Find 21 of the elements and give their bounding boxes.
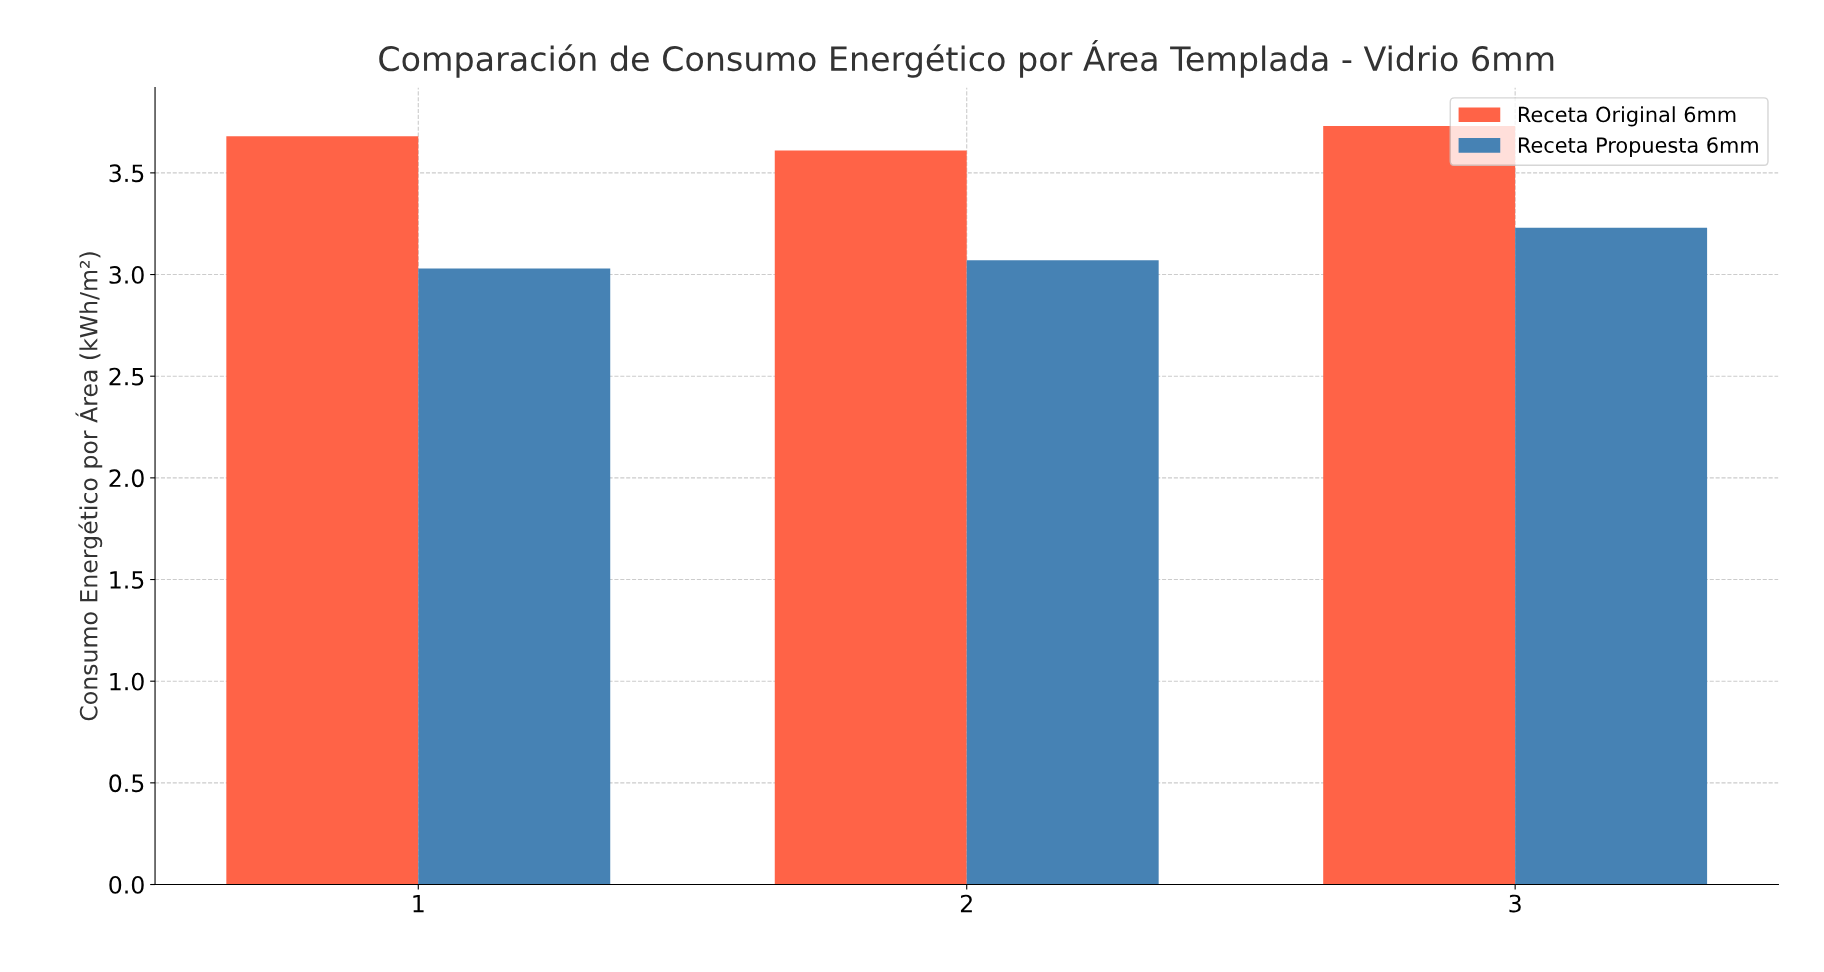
y-tick-label: 1.0 [110, 672, 144, 691]
bar [1515, 227, 1708, 885]
bar [226, 136, 419, 885]
y-tick-label: 1.5 [110, 571, 144, 589]
bar [418, 268, 611, 885]
y-tick-label: 3.0 [109, 265, 144, 284]
bar [966, 260, 1159, 885]
x-tick-label: 2 [960, 894, 972, 913]
y-axis-title: Consumo Energético por Área (kWh/m²) [75, 252, 103, 721]
legend-label: Receta Original 6mm [1518, 106, 1736, 127]
y-tick-label: 2.5 [109, 367, 144, 386]
y-tick-label: 3.5 [109, 164, 144, 183]
legend-label: Receta Propuesta 6mm [1518, 137, 1758, 157]
x-tick-label: 1 [413, 894, 424, 913]
bar [774, 150, 967, 885]
y-tick-label: 0.5 [109, 774, 144, 793]
bar [1323, 126, 1516, 885]
chart-title: Comparación de Consumo Energético por Área Templada - Vidrio 6mm [379, 39, 1554, 78]
y-tick-label: 2.0 [109, 469, 144, 488]
x-tick-label: 3 [1509, 894, 1521, 913]
y-tick-label: 0.0 [109, 875, 144, 894]
